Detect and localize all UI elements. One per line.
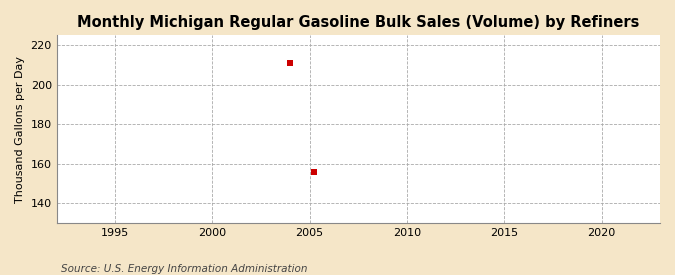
- Title: Monthly Michigan Regular Gasoline Bulk Sales (Volume) by Refiners: Monthly Michigan Regular Gasoline Bulk S…: [77, 15, 639, 30]
- Y-axis label: Thousand Gallons per Day: Thousand Gallons per Day: [15, 56, 25, 203]
- Text: Source: U.S. Energy Information Administration: Source: U.S. Energy Information Administ…: [61, 264, 307, 274]
